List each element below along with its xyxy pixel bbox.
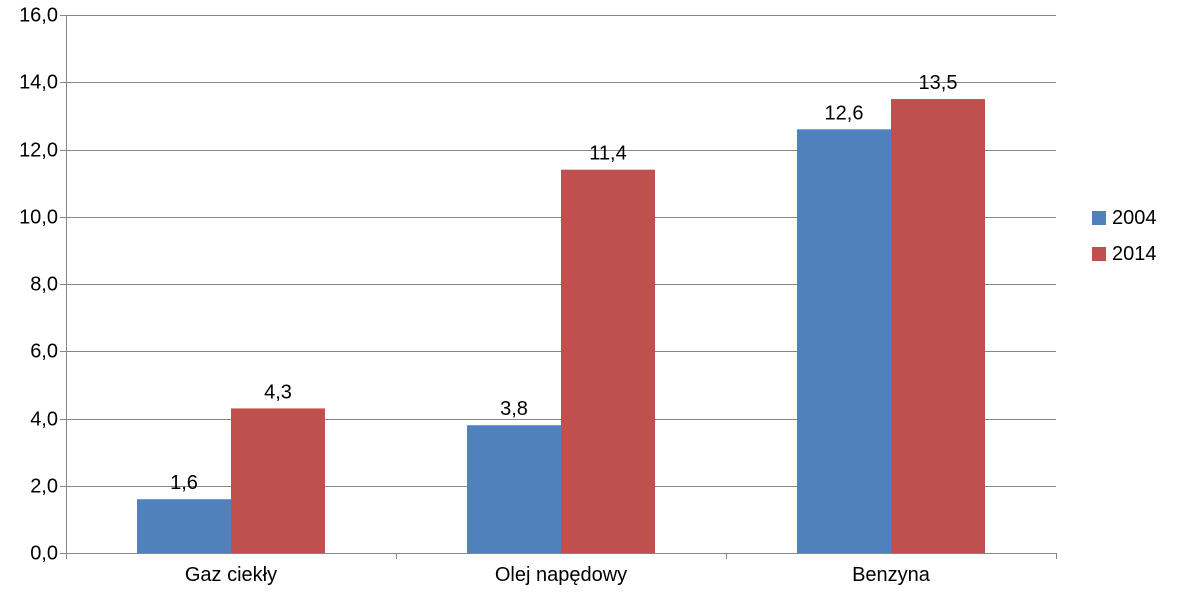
y-tick-label: 12,0 <box>19 140 58 162</box>
data-label: 11,4 <box>589 143 626 165</box>
data-labels: 1,6 4,3 3,8 11,4 12,6 13,5 <box>170 72 957 494</box>
bar-2014-1 <box>561 169 655 554</box>
data-label: 3,8 <box>500 398 528 420</box>
y-tick-label: 14,0 <box>19 72 58 94</box>
bar-2014-2 <box>891 99 985 553</box>
legend-label: 2014 <box>1112 243 1157 265</box>
legend-swatch-2004 <box>1092 211 1106 225</box>
y-tick-label: 8,0 <box>30 274 58 296</box>
legend-swatch-2014 <box>1092 247 1106 261</box>
bars <box>137 99 985 554</box>
bar-2004-2 <box>797 129 891 553</box>
y-tick-label: 6,0 <box>30 341 58 363</box>
data-label: 1,6 <box>170 472 198 494</box>
data-label: 13,5 <box>919 72 958 94</box>
bar-2004-1 <box>467 425 561 553</box>
x-axis-categories: Gaz ciekły Olej napędowy Benzyna <box>185 564 931 586</box>
y-tick-label: 10,0 <box>19 207 58 229</box>
y-axis-ticks: 0,0 2,0 4,0 6,0 8,0 10,0 12,0 14,0 16,0 <box>19 5 66 565</box>
x-category-label: Gaz ciekły <box>185 564 277 586</box>
y-tick-label: 4,0 <box>30 409 58 431</box>
y-tick-label: 0,0 <box>30 543 58 565</box>
legend-label: 2004 <box>1112 207 1157 229</box>
x-category-label: Benzyna <box>852 564 931 586</box>
data-label: 12,6 <box>825 102 864 124</box>
axes <box>66 15 1057 559</box>
y-tick-label: 2,0 <box>30 476 58 498</box>
y-tick-label: 16,0 <box>19 5 58 27</box>
legend: 2004 2014 <box>1092 207 1157 265</box>
data-label: 4,3 <box>264 381 292 403</box>
x-category-label: Olej napędowy <box>495 564 627 586</box>
bar-2004-0 <box>137 499 231 553</box>
bar-2014-0 <box>231 408 325 553</box>
